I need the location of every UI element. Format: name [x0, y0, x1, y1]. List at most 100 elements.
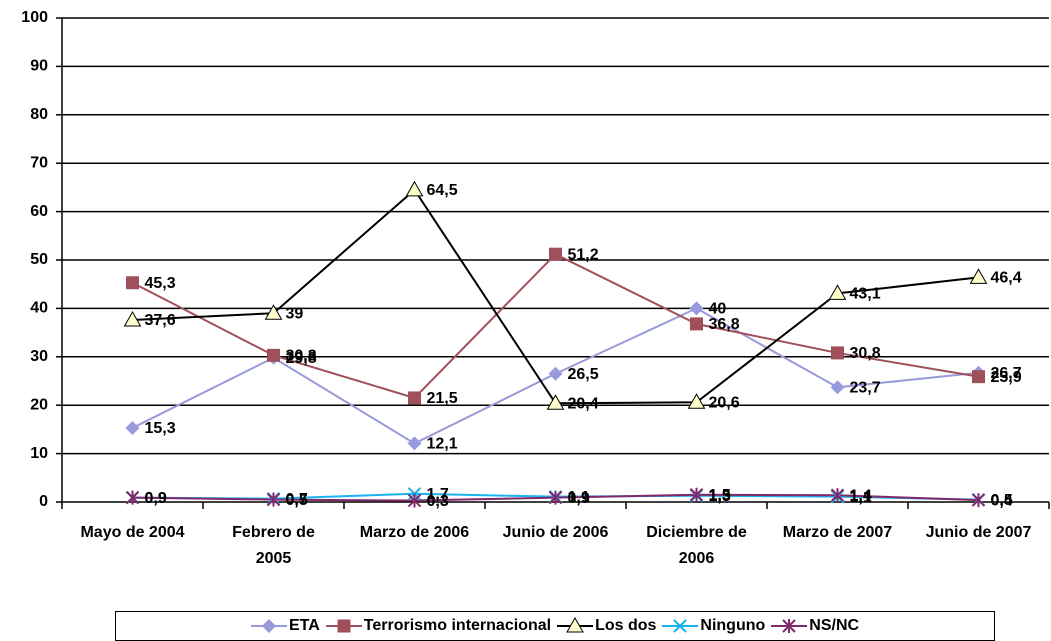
- marker: [126, 276, 139, 290]
- data-label: 12,1: [427, 436, 458, 453]
- data-label: 1,1: [568, 489, 590, 506]
- data-label: 0,7: [286, 491, 308, 508]
- marker: [123, 311, 142, 327]
- marker: [408, 391, 421, 405]
- data-label: 0,4: [991, 492, 1013, 509]
- x-tick-label: Febrero de 2005: [232, 524, 315, 567]
- marker: [830, 380, 845, 395]
- x-tick-label: Mayo de 2004: [80, 524, 185, 541]
- data-label: 30,3: [286, 348, 317, 365]
- legend-label: Terrorismo internacional: [363, 617, 552, 634]
- marker: [405, 180, 424, 197]
- data-label: 46,4: [991, 270, 1022, 287]
- legend-item: ETA: [250, 616, 320, 636]
- x-tick-label: Marzo de 2007: [782, 524, 893, 541]
- marker: [125, 420, 140, 435]
- x-tick-label: Junio de 2007: [925, 524, 1032, 541]
- x-tick-label: Marzo de 2006: [359, 524, 470, 541]
- marker: [687, 393, 706, 409]
- marker: [267, 348, 280, 362]
- marker: [689, 487, 704, 502]
- legend-swatch: [771, 619, 808, 633]
- legend-swatch: [557, 616, 594, 633]
- data-label: 43,1: [850, 286, 881, 303]
- data-label: 1,1: [850, 489, 872, 506]
- data-label: 0,3: [427, 493, 449, 510]
- data-label: 0,9: [145, 490, 167, 507]
- data-label: 45,3: [145, 275, 176, 292]
- data-label: 39: [286, 305, 304, 322]
- legend: ETA Terrorismo internacional Los dos Ningun…: [115, 611, 995, 641]
- data-label: 20,4: [568, 395, 599, 412]
- y-tick-label: 10: [30, 445, 48, 462]
- marker: [548, 366, 563, 381]
- data-label: 1,7: [427, 486, 449, 503]
- data-label: 21,5: [427, 390, 458, 407]
- marker: [782, 619, 796, 633]
- y-tick-label: 70: [30, 154, 48, 171]
- legend-item: Terrorismo internacional: [325, 616, 552, 636]
- marker: [972, 370, 985, 384]
- marker: [673, 619, 688, 633]
- marker: [969, 268, 988, 284]
- legend-item: Los dos: [557, 616, 656, 636]
- marker: [546, 394, 565, 410]
- y-tick-label: 40: [30, 300, 48, 317]
- y-tick-label: 20: [30, 396, 48, 413]
- x-tick-label: Junio de 2006: [502, 524, 609, 541]
- y-tick-label: 80: [30, 106, 48, 123]
- legend-swatch: [662, 619, 699, 633]
- y-tick-label: 0: [39, 493, 48, 510]
- data-label: 37,6: [145, 312, 176, 329]
- y-tick-label: 60: [30, 203, 48, 220]
- data-label: 25,9: [991, 369, 1022, 386]
- data-label: 1,3: [709, 488, 731, 505]
- y-tick-label: 100: [21, 9, 48, 26]
- data-label: 26,5: [568, 366, 599, 383]
- data-label: 1,4: [850, 487, 872, 504]
- legend-label: ETA: [288, 617, 320, 634]
- data-label: 64,5: [427, 182, 458, 199]
- data-label: 1,5: [709, 487, 731, 504]
- data-label: 15,3: [145, 420, 176, 437]
- legend-label: Ninguno: [700, 617, 766, 634]
- data-label: 40: [709, 301, 727, 318]
- data-label: 26,7: [991, 365, 1022, 382]
- marker: [407, 493, 422, 508]
- legend-label: NS/NC: [809, 617, 860, 634]
- legend-swatch: [250, 619, 287, 633]
- data-label: 0,9: [145, 490, 167, 507]
- y-tick-label: 30: [30, 348, 48, 365]
- marker: [264, 304, 283, 320]
- data-label: 51,2: [568, 246, 599, 263]
- marker: [971, 493, 986, 508]
- y-tick-label: 50: [30, 251, 48, 268]
- data-label: 23,7: [850, 380, 881, 397]
- marker: [689, 301, 704, 316]
- marker: [261, 619, 276, 633]
- data-label: 0,5: [286, 492, 308, 509]
- data-label: 30,8: [850, 345, 881, 362]
- legend-item: Ninguno: [662, 616, 765, 636]
- marker: [830, 488, 845, 503]
- y-tick-label: 90: [30, 58, 48, 75]
- x-tick-label: Diciembre de 2006: [646, 524, 747, 567]
- marker: [337, 619, 351, 633]
- marker: [566, 616, 584, 633]
- marker: [690, 317, 703, 331]
- legend-swatch: [325, 619, 362, 633]
- data-label: 36,8: [709, 316, 740, 333]
- data-label: 29,8: [286, 350, 317, 367]
- data-label: 0,5: [991, 492, 1013, 509]
- marker: [549, 247, 562, 261]
- marker: [828, 284, 847, 300]
- marker: [548, 490, 563, 505]
- data-label: 0,9: [568, 490, 590, 507]
- legend-item: NS/NC: [771, 616, 859, 636]
- marker: [831, 346, 844, 360]
- marker: [407, 436, 422, 451]
- marker: [266, 492, 281, 507]
- marker: [125, 490, 140, 505]
